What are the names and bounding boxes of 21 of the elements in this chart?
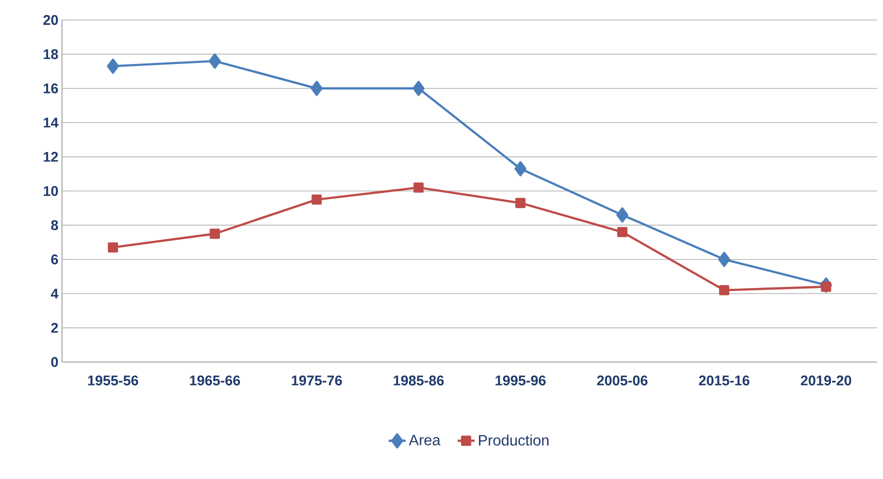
y-tick-label: 14	[44, 118, 58, 128]
y-tick-label: 16	[44, 83, 58, 94]
x-tick-label: 1975-76	[292, 376, 342, 386]
y-tick-label: 18	[44, 49, 58, 60]
x-tick-label: 2019-20	[800, 376, 852, 386]
y-tick-label: 2	[51, 322, 58, 333]
y-tick-label: 12	[44, 152, 58, 162]
legend-label: Production	[478, 434, 548, 446]
legend-label: Area	[408, 434, 440, 446]
y-tick-label: 0	[51, 357, 58, 367]
y-tick-label: 6	[51, 254, 58, 264]
x-tick-label: 1985-86	[394, 376, 444, 386]
y-tick-label: 8	[51, 220, 58, 230]
y-tick-label: 20	[43, 15, 58, 25]
x-tick-label: 1965-66	[190, 376, 240, 386]
x-tick-label: 1955-56	[88, 376, 138, 386]
x-tick-label: 2005-06	[597, 376, 648, 386]
y-tick-label: 4	[50, 288, 58, 298]
x-tick-label: 1995-96	[496, 376, 546, 386]
y-tick-label: 10	[44, 186, 58, 196]
x-tick-label: 2015-16	[698, 376, 750, 386]
